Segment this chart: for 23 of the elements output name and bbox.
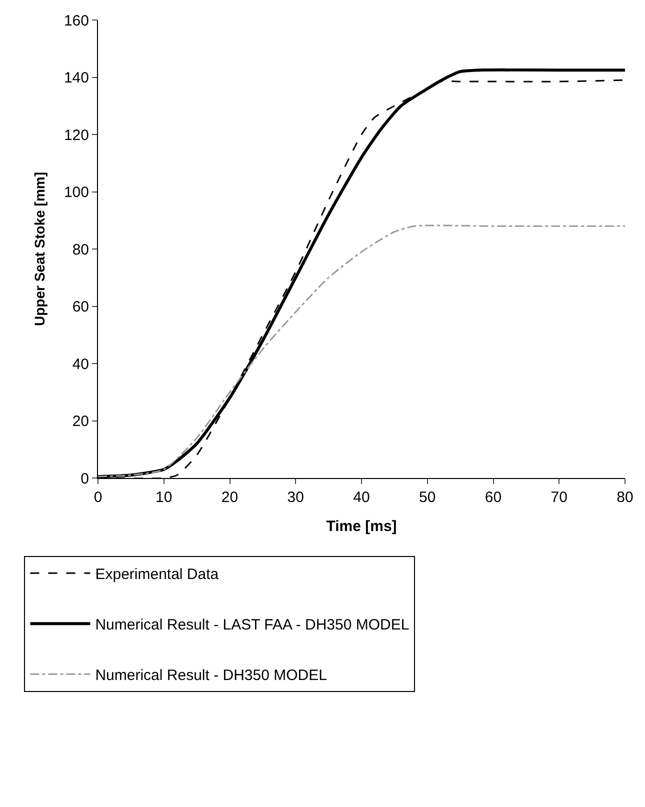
y-tick-label: 60	[72, 298, 89, 316]
legend-label: Experimental Data	[95, 566, 220, 583]
x-tick-label: 50	[419, 489, 436, 506]
y-tick-label: 0	[80, 470, 89, 488]
x-tick-label: 70	[550, 489, 568, 506]
y-axis-title: Upper Seat Stoke [mm]	[32, 172, 48, 326]
x-tick-label: 10	[156, 489, 172, 506]
x-tick-label: 60	[484, 489, 502, 506]
y-tick-label: 160	[64, 12, 89, 30]
x-tick-label: 20	[221, 489, 238, 506]
y-tick-label: 80	[72, 241, 89, 258]
legend-label: Numerical Result - LAST FAA - DH350 MODEL	[95, 616, 410, 634]
y-tick-label: 40	[72, 356, 89, 373]
x-tick-label: 30	[287, 489, 304, 506]
y-tick-label: 120	[64, 126, 89, 144]
x-tick-label: 40	[353, 489, 370, 506]
x-tick-label: 80	[616, 489, 634, 506]
y-tick-label: 100	[64, 184, 89, 201]
y-tick-label: 20	[72, 413, 89, 430]
y-tick-label: 140	[64, 70, 89, 86]
x-axis-title: Time [ms]	[326, 518, 397, 535]
legend-label: Numerical Result - DH350 MODEL	[95, 666, 327, 684]
x-tick-label: 0	[94, 489, 102, 506]
